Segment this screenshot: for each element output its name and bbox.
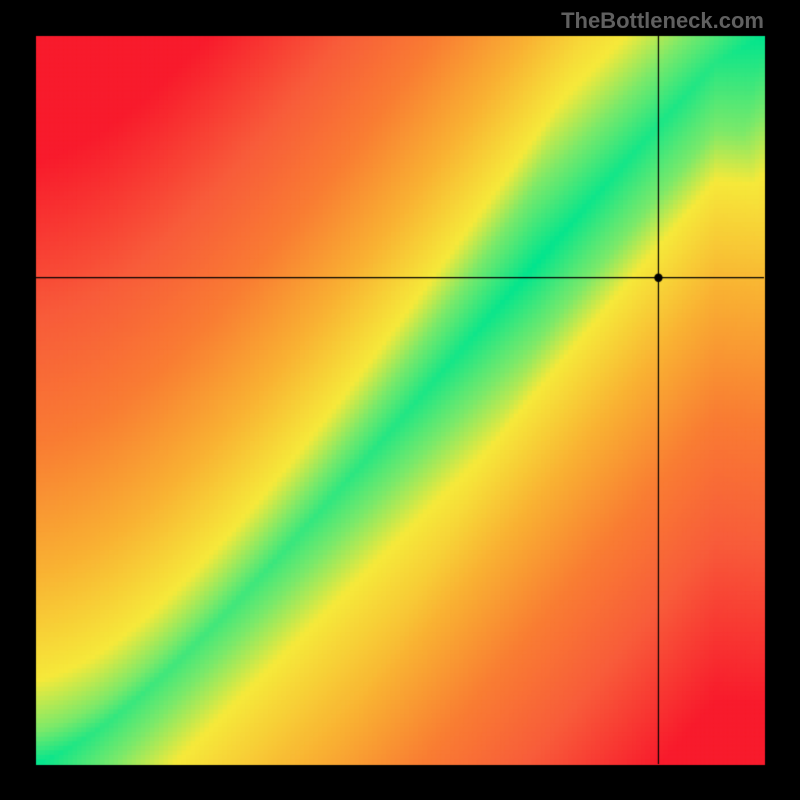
heatmap-canvas <box>0 0 800 800</box>
watermark-text: TheBottleneck.com <box>561 8 764 34</box>
chart-container: TheBottleneck.com <box>0 0 800 800</box>
